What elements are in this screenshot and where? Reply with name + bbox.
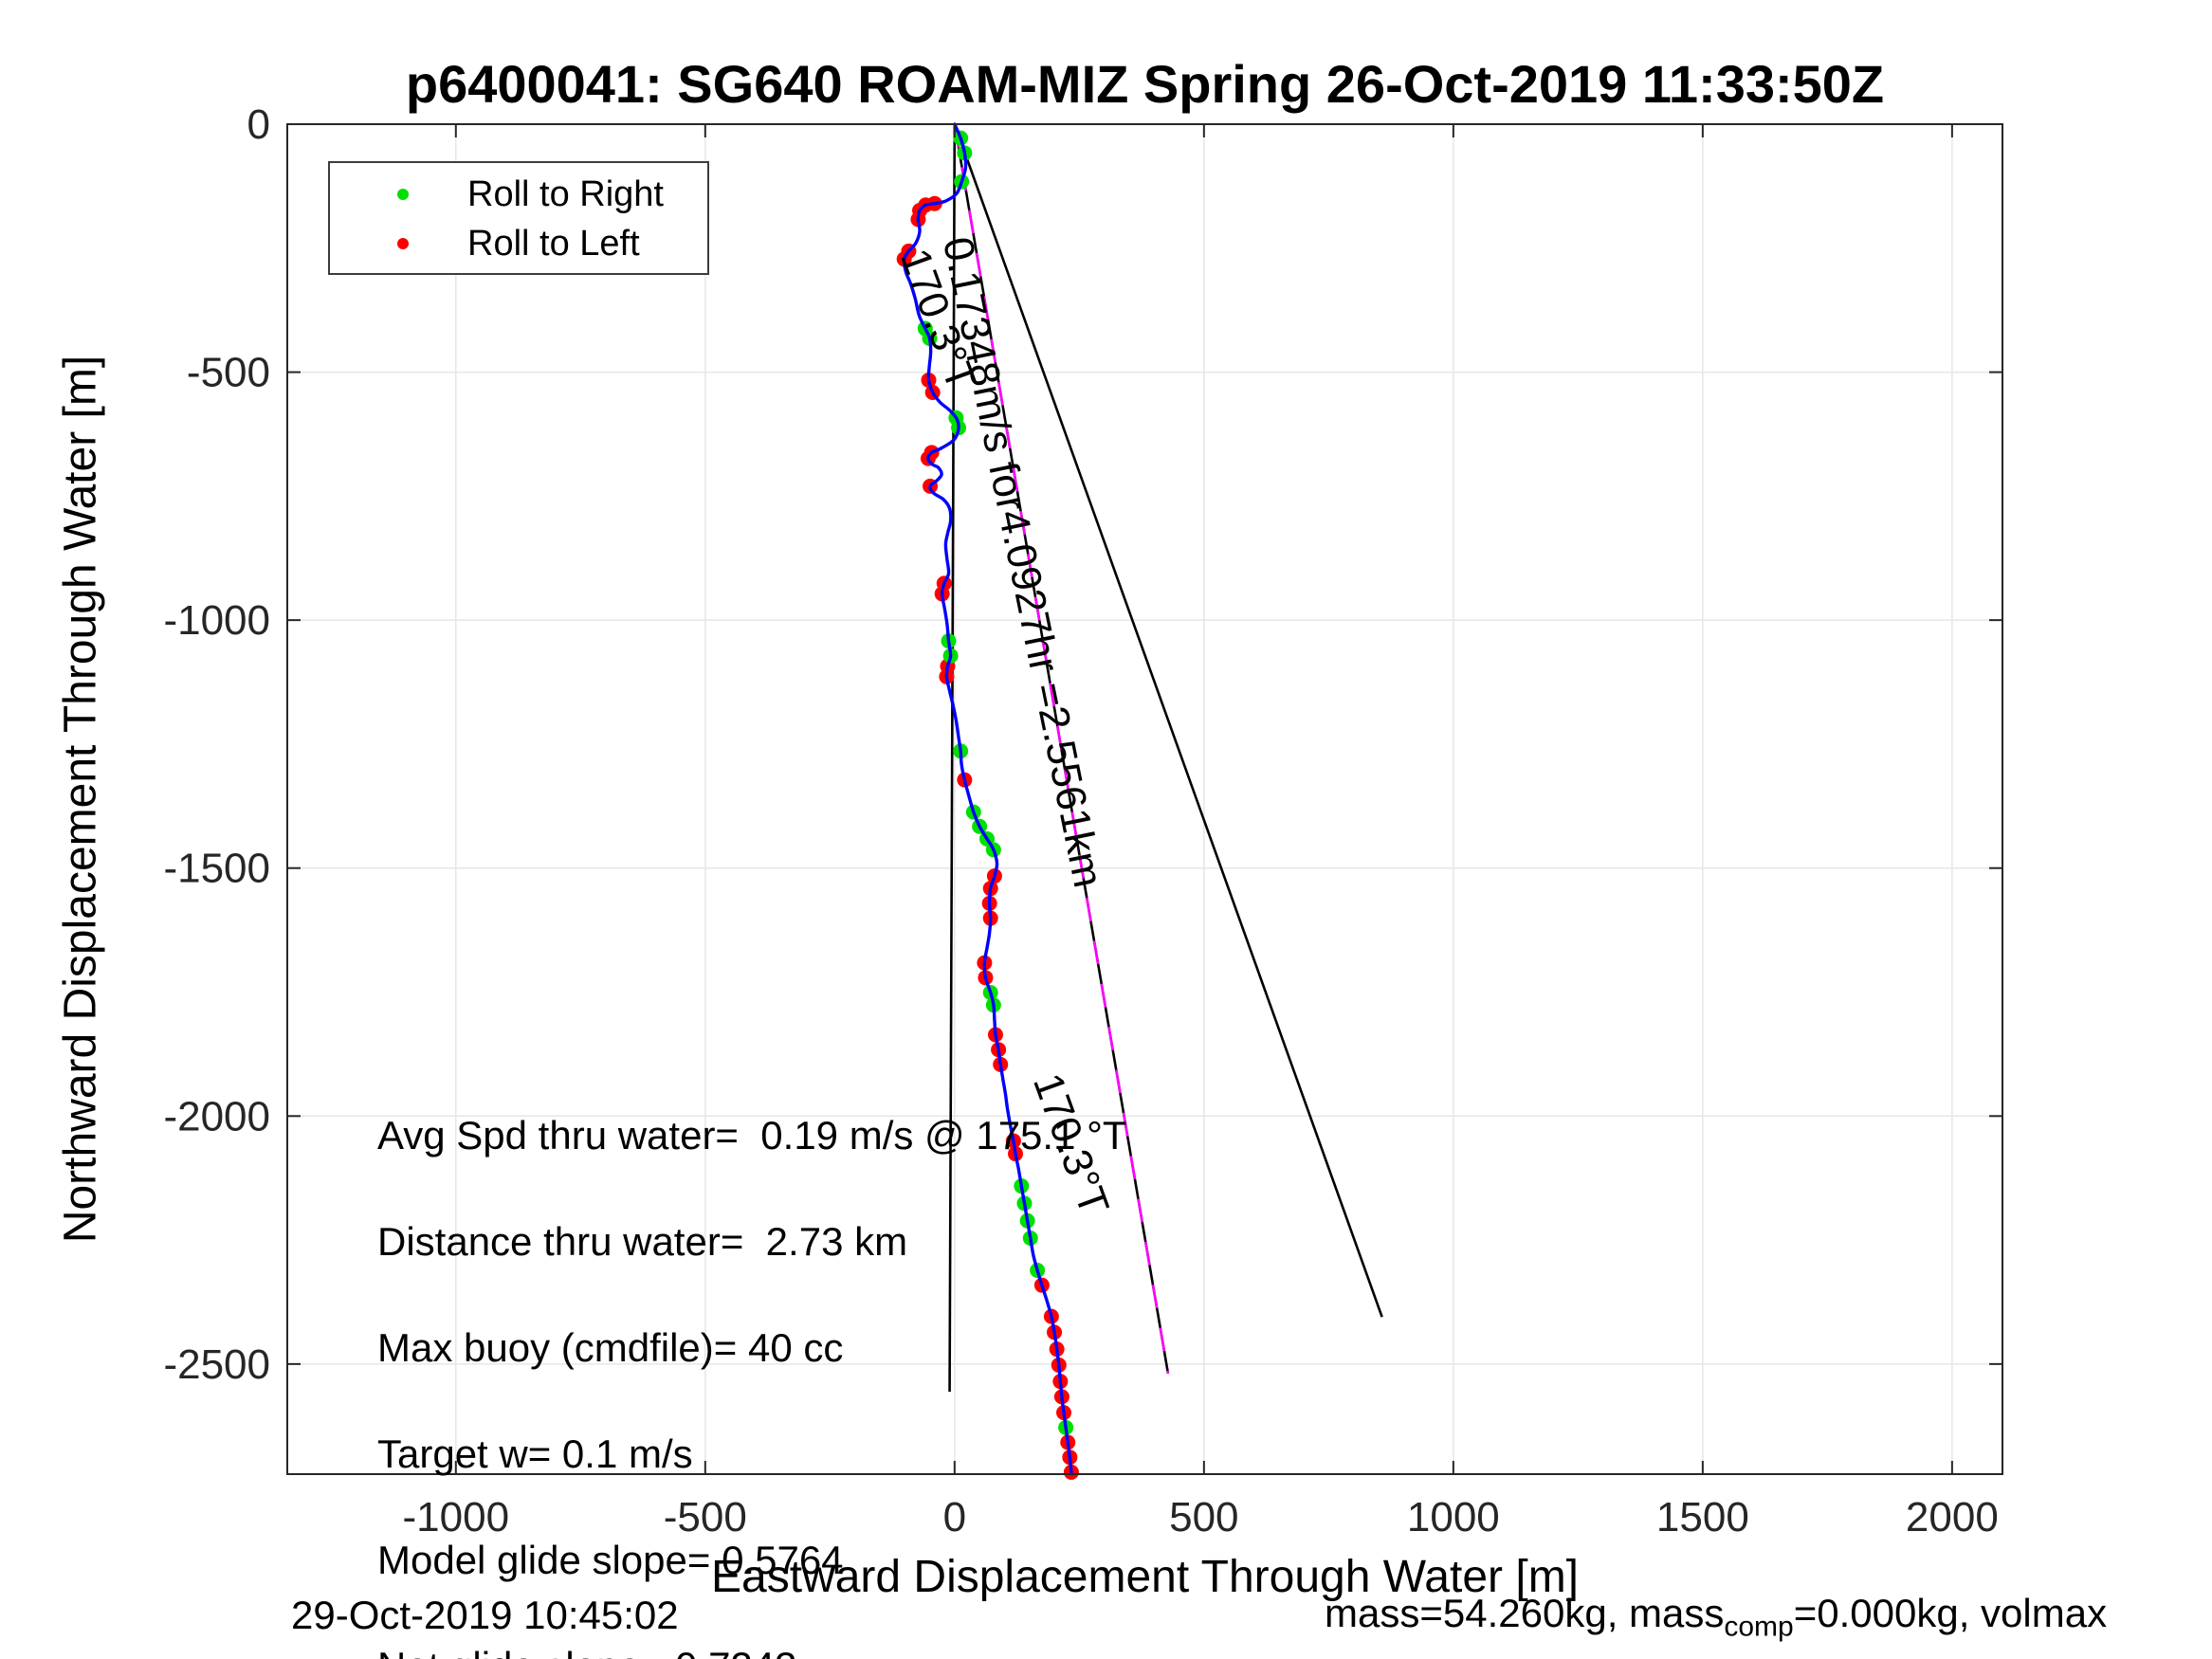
y-axis-label: Northward Displacement Through Water [m]: [55, 355, 106, 1244]
mass-info-text: mass=54.260kg, masscomp=0.000kg, volmax: [1325, 1591, 2108, 1643]
x-tick-label: -500: [664, 1494, 747, 1540]
roll-left-marker-icon: [397, 238, 409, 249]
page-title: p6400041: SG640 ROAM-MIZ Spring 26-Oct-2…: [405, 54, 1885, 114]
x-tick-label: 1000: [1407, 1494, 1500, 1540]
stat-max-buoy: Max buoy (cmdfile)= 40 cc: [377, 1325, 844, 1370]
y-tick-label: -2000: [163, 1093, 270, 1139]
y-tick-label: -1500: [163, 846, 270, 892]
x-tick-label: 2000: [1906, 1494, 1999, 1540]
roll-right-marker-icon: [397, 189, 409, 200]
x-tick-label: 0: [943, 1494, 966, 1540]
stat-distance: Distance thru water= 2.73 km: [377, 1219, 908, 1264]
course-170.3-line-overlay: [953, 123, 1170, 1375]
mass-comp-subscript: comp: [1724, 1611, 1794, 1643]
y-tick-label: 0: [247, 101, 270, 148]
x-tick-label: 1500: [1656, 1494, 1749, 1540]
stat-model-glide-slope: Model glide slope= 0.5764: [377, 1538, 844, 1582]
north-reference-line: [948, 123, 957, 1393]
legend-label: Roll to Right: [467, 173, 664, 214]
y-tick-label: -500: [187, 350, 270, 396]
dive-stats-block: Avg Spd thru water= 0.19 m/s @ 175.1 °T …: [377, 1109, 1127, 1659]
plot-box: [286, 123, 2003, 1475]
x-tick-label: 500: [1169, 1494, 1238, 1540]
stat-avg-speed: Avg Spd thru water= 0.19 m/s @ 175.1 °T: [377, 1113, 1127, 1158]
x-axis-label: Eastward Displacement Through Water [m]: [710, 1552, 1580, 1602]
y-tick-label: -1000: [163, 597, 270, 644]
trajectory-line: [902, 122, 1073, 1474]
legend-label: Roll to Left: [467, 223, 640, 264]
stat-net-glide-slope: Net glide slope= 0.7243: [377, 1644, 797, 1659]
y-tick-label: -2500: [163, 1341, 270, 1388]
legend: Roll to Right Roll to Left: [328, 161, 709, 275]
heading-line: [953, 123, 1383, 1318]
stat-target-w: Target w= 0.1 m/s: [377, 1431, 693, 1476]
plot-timestamp: 29-Oct-2019 10:45:02: [291, 1593, 679, 1637]
x-tick-label: -1000: [403, 1494, 510, 1540]
legend-item-roll-right: Roll to Right: [330, 170, 707, 219]
legend-item-roll-left: Roll to Left: [330, 219, 707, 268]
